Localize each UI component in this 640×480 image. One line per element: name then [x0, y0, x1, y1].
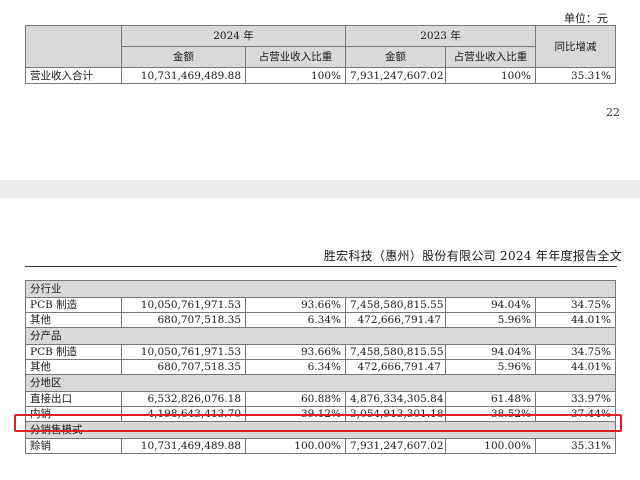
page-gap [0, 180, 640, 198]
table-row: 赊销 10,731,469,489.88 100.00% 7,931,247,6… [25, 438, 616, 454]
table-row: PCB 制造 10,050,761,971.53 93.66% 7,458,58… [25, 344, 616, 360]
section-title: 分行业 [25, 280, 616, 298]
header-rule [25, 266, 617, 267]
company-header: 胜宏科技（惠州）股份有限公司 2024 年年度报告全文 [323, 249, 622, 263]
table-row: 其他 680,707,518.35 6.34% 472,666,791.47 5… [25, 359, 616, 375]
cell-amount-2023: 472,666,791.47 [345, 312, 446, 328]
cell-yoy: 44.01% [535, 312, 616, 328]
cell-amount-2024: 6,532,826,076.18 [121, 391, 246, 407]
header-amount-2024: 金额 [121, 46, 246, 68]
revenue-breakdown-table: 分行业 PCB 制造 10,050,761,971.53 93.66% 7,45… [25, 280, 616, 454]
cell-share-2023: 94.04% [445, 344, 536, 360]
cell-share-2023: 100.00% [445, 438, 536, 454]
cell-amount-2023: 7,458,580,815.55 [345, 297, 446, 313]
header-yoy: 同比增减 [535, 25, 616, 68]
cell-yoy: 35.31% [535, 67, 616, 84]
cell-share-2024: 93.66% [245, 297, 346, 313]
header-year-2024: 2024 年 [121, 25, 346, 47]
table-row: 其他 680,707,518.35 6.34% 472,666,791.47 5… [25, 312, 616, 328]
row-label: PCB 制造 [25, 344, 122, 360]
cell-amount-2024: 10,731,469,489.88 [121, 438, 246, 454]
cell-amount-2023: 7,931,247,607.02 [345, 67, 446, 84]
header-blank [25, 25, 122, 68]
cell-share-2024: 6.34% [245, 359, 346, 375]
header-share-2023: 占营业收入比重 [445, 46, 536, 68]
section-row: 分产品 [25, 327, 616, 345]
cell-share-2024: 100% [245, 67, 346, 84]
table-row: PCB 制造 10,050,761,971.53 93.66% 7,458,58… [25, 297, 616, 313]
cell-amount-2024: 10,731,469,489.88 [121, 67, 246, 84]
cell-yoy: 34.75% [535, 344, 616, 360]
cell-share-2024: 100.00% [245, 438, 346, 454]
cell-share-2023: 94.04% [445, 297, 536, 313]
cell-amount-2024: 680,707,518.35 [121, 312, 246, 328]
table-row: 营业收入合计 10,731,469,489.88 100% 7,931,247,… [25, 67, 616, 84]
section-row: 分地区 [25, 374, 616, 392]
section-row: 分行业 [25, 280, 616, 298]
cell-amount-2023: 7,931,247,607.02 [345, 438, 446, 454]
cell-share-2024: 93.66% [245, 344, 346, 360]
header-amount-2023: 金额 [345, 46, 446, 68]
cell-share-2023: 5.96% [445, 312, 536, 328]
cell-share-2023: 5.96% [445, 359, 536, 375]
header-year-2023: 2023 年 [345, 25, 536, 47]
row-label: 其他 [25, 359, 122, 375]
page-number: 22 [606, 106, 620, 119]
cell-amount-2024: 10,050,761,971.53 [121, 344, 246, 360]
cell-yoy: 44.01% [535, 359, 616, 375]
highlight-box [14, 414, 622, 432]
row-label: 直接出口 [25, 391, 122, 407]
row-label: 营业收入合计 [25, 67, 122, 84]
header-share-2024: 占营业收入比重 [245, 46, 346, 68]
section-title: 分产品 [25, 327, 616, 345]
cell-yoy: 34.75% [535, 297, 616, 313]
cell-share-2024: 60.88% [245, 391, 346, 407]
table-row: 直接出口 6,532,826,076.18 60.88% 4,876,334,3… [25, 391, 616, 407]
row-label: 其他 [25, 312, 122, 328]
cell-amount-2024: 680,707,518.35 [121, 359, 246, 375]
cell-share-2023: 61.48% [445, 391, 536, 407]
cell-amount-2023: 4,876,334,305.84 [345, 391, 446, 407]
cell-amount-2023: 7,458,580,815.55 [345, 344, 446, 360]
cell-yoy: 33.97% [535, 391, 616, 407]
row-label: 赊销 [25, 438, 122, 454]
cell-amount-2024: 10,050,761,971.53 [121, 297, 246, 313]
revenue-total-table: 2024 年 2023 年 同比增减 金额 占营业收入比重 金额 占营业收入比重… [25, 25, 616, 84]
unit-label: 单位：元 [564, 12, 608, 25]
cell-share-2023: 100% [445, 67, 536, 84]
cell-share-2024: 6.34% [245, 312, 346, 328]
cell-yoy: 35.31% [535, 438, 616, 454]
row-label: PCB 制造 [25, 297, 122, 313]
section-title: 分地区 [25, 374, 616, 392]
cell-amount-2023: 472,666,791.47 [345, 359, 446, 375]
